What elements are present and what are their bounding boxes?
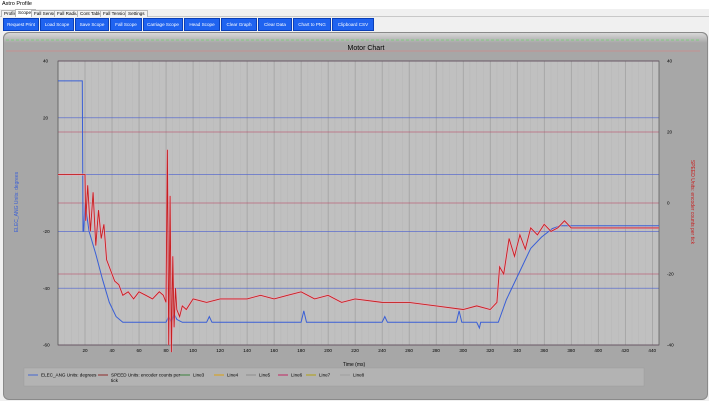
chart-title: Motor Chart [348,45,385,52]
x-tick-label: 100 [189,348,197,353]
x-tick-label: 40 [109,348,115,353]
x-tick-label: 360 [540,348,548,353]
head-scope-button[interactable]: Head Scope [184,18,220,31]
series-line-1 [58,80,659,330]
scope-toolbar: Request Print Load Scope Save Scope Fall… [0,17,709,32]
x-tick-label: 140 [243,348,251,353]
x-tick-label: 300 [459,348,467,353]
x-tick-label: 440 [648,348,656,353]
x-tick-label: 80 [163,348,169,353]
tick-labels: 20 40 60 80 100 120 140 160 180 200 220 240 260 280 30… [43,59,674,353]
legend-label-7: Line7 [319,373,331,378]
legend-label-5: Line5 [259,373,271,378]
chart-to-png-button[interactable]: Chart to PNG [293,18,331,31]
window-title-bar: Astro Profile [0,0,709,9]
x-tick-label: 180 [297,348,305,353]
x-tick-label: 260 [405,348,413,353]
legend-label-6: Line6 [291,373,303,378]
legend-label-3: Line3 [193,373,205,378]
x-tick-label: 20 [82,348,88,353]
y-tick-label-right: 0 [667,201,670,206]
carriage-scope-button[interactable]: Carriage Scope [143,18,183,31]
plot-border [57,60,660,346]
legend-label-1: ELEC_ANG Units: degrees [41,373,97,378]
y-tick-label-right: -20 [667,272,674,277]
y-tick-label-left: -20 [43,229,50,234]
y-tick-label-left: 20 [43,115,49,120]
x-tick-label: 200 [324,348,332,353]
y-tick-label-right: 20 [667,130,673,135]
tab-strip: Profile Scopes Fall Sensor Fall Radius C… [0,9,709,17]
chart-top-decoration [6,39,700,52]
x-tick-label: 420 [621,348,629,353]
x-axis-label: Time (ms) [343,362,366,368]
clipboard-csv-button[interactable]: Clipboard CSV [332,18,374,31]
x-tick-label: 340 [513,348,521,353]
window-title: Astro Profile [2,1,32,7]
y-tick-label-right: 40 [667,59,673,64]
x-tick-label: 60 [136,348,142,353]
clear-data-button[interactable]: Clear Data [258,18,292,31]
y-tick-label-right: -40 [667,343,674,348]
x-tick-label: 400 [594,348,602,353]
x-tick-label: 160 [270,348,278,353]
clear-graph-button[interactable]: Clear Graph [221,18,257,31]
x-tick-label: 320 [486,348,494,353]
x-tick-label: 220 [351,348,359,353]
tab-settings[interactable]: Settings [125,10,148,17]
y-tick-label-left: -60 [43,343,50,348]
legend-label-8: Line8 [353,373,365,378]
legend-label-2: SPEED Units: encoder counts per tick [111,373,181,384]
x-tick-label: 240 [378,348,386,353]
legend-label-4: Line4 [227,373,239,378]
series-line-2 [58,149,659,353]
series-lines [58,80,659,353]
x-tick-label: 120 [216,348,224,353]
y-tick-label-left: -40 [43,286,50,291]
legend-box [23,367,645,387]
load-scope-button[interactable]: Load Scope [40,18,74,31]
chart-legend: ELEC_ANG Units: degrees SPEED Units: enco… [23,367,645,387]
request-print-button[interactable]: Request Print [3,18,39,31]
save-scope-button[interactable]: Save Scope [75,18,109,31]
x-tick-label: 280 [432,348,440,353]
x-tick-label: 380 [567,348,575,353]
y-axis-label-right: SPEED Units: encoder counts per tick [689,160,695,245]
chart-panel-shade [4,33,707,43]
y-axis-label-left: ELEC_ANG Units: degrees [14,171,20,232]
y-tick-label-left: 40 [43,59,49,64]
fall-scope-button[interactable]: Fall Scope [110,18,142,31]
